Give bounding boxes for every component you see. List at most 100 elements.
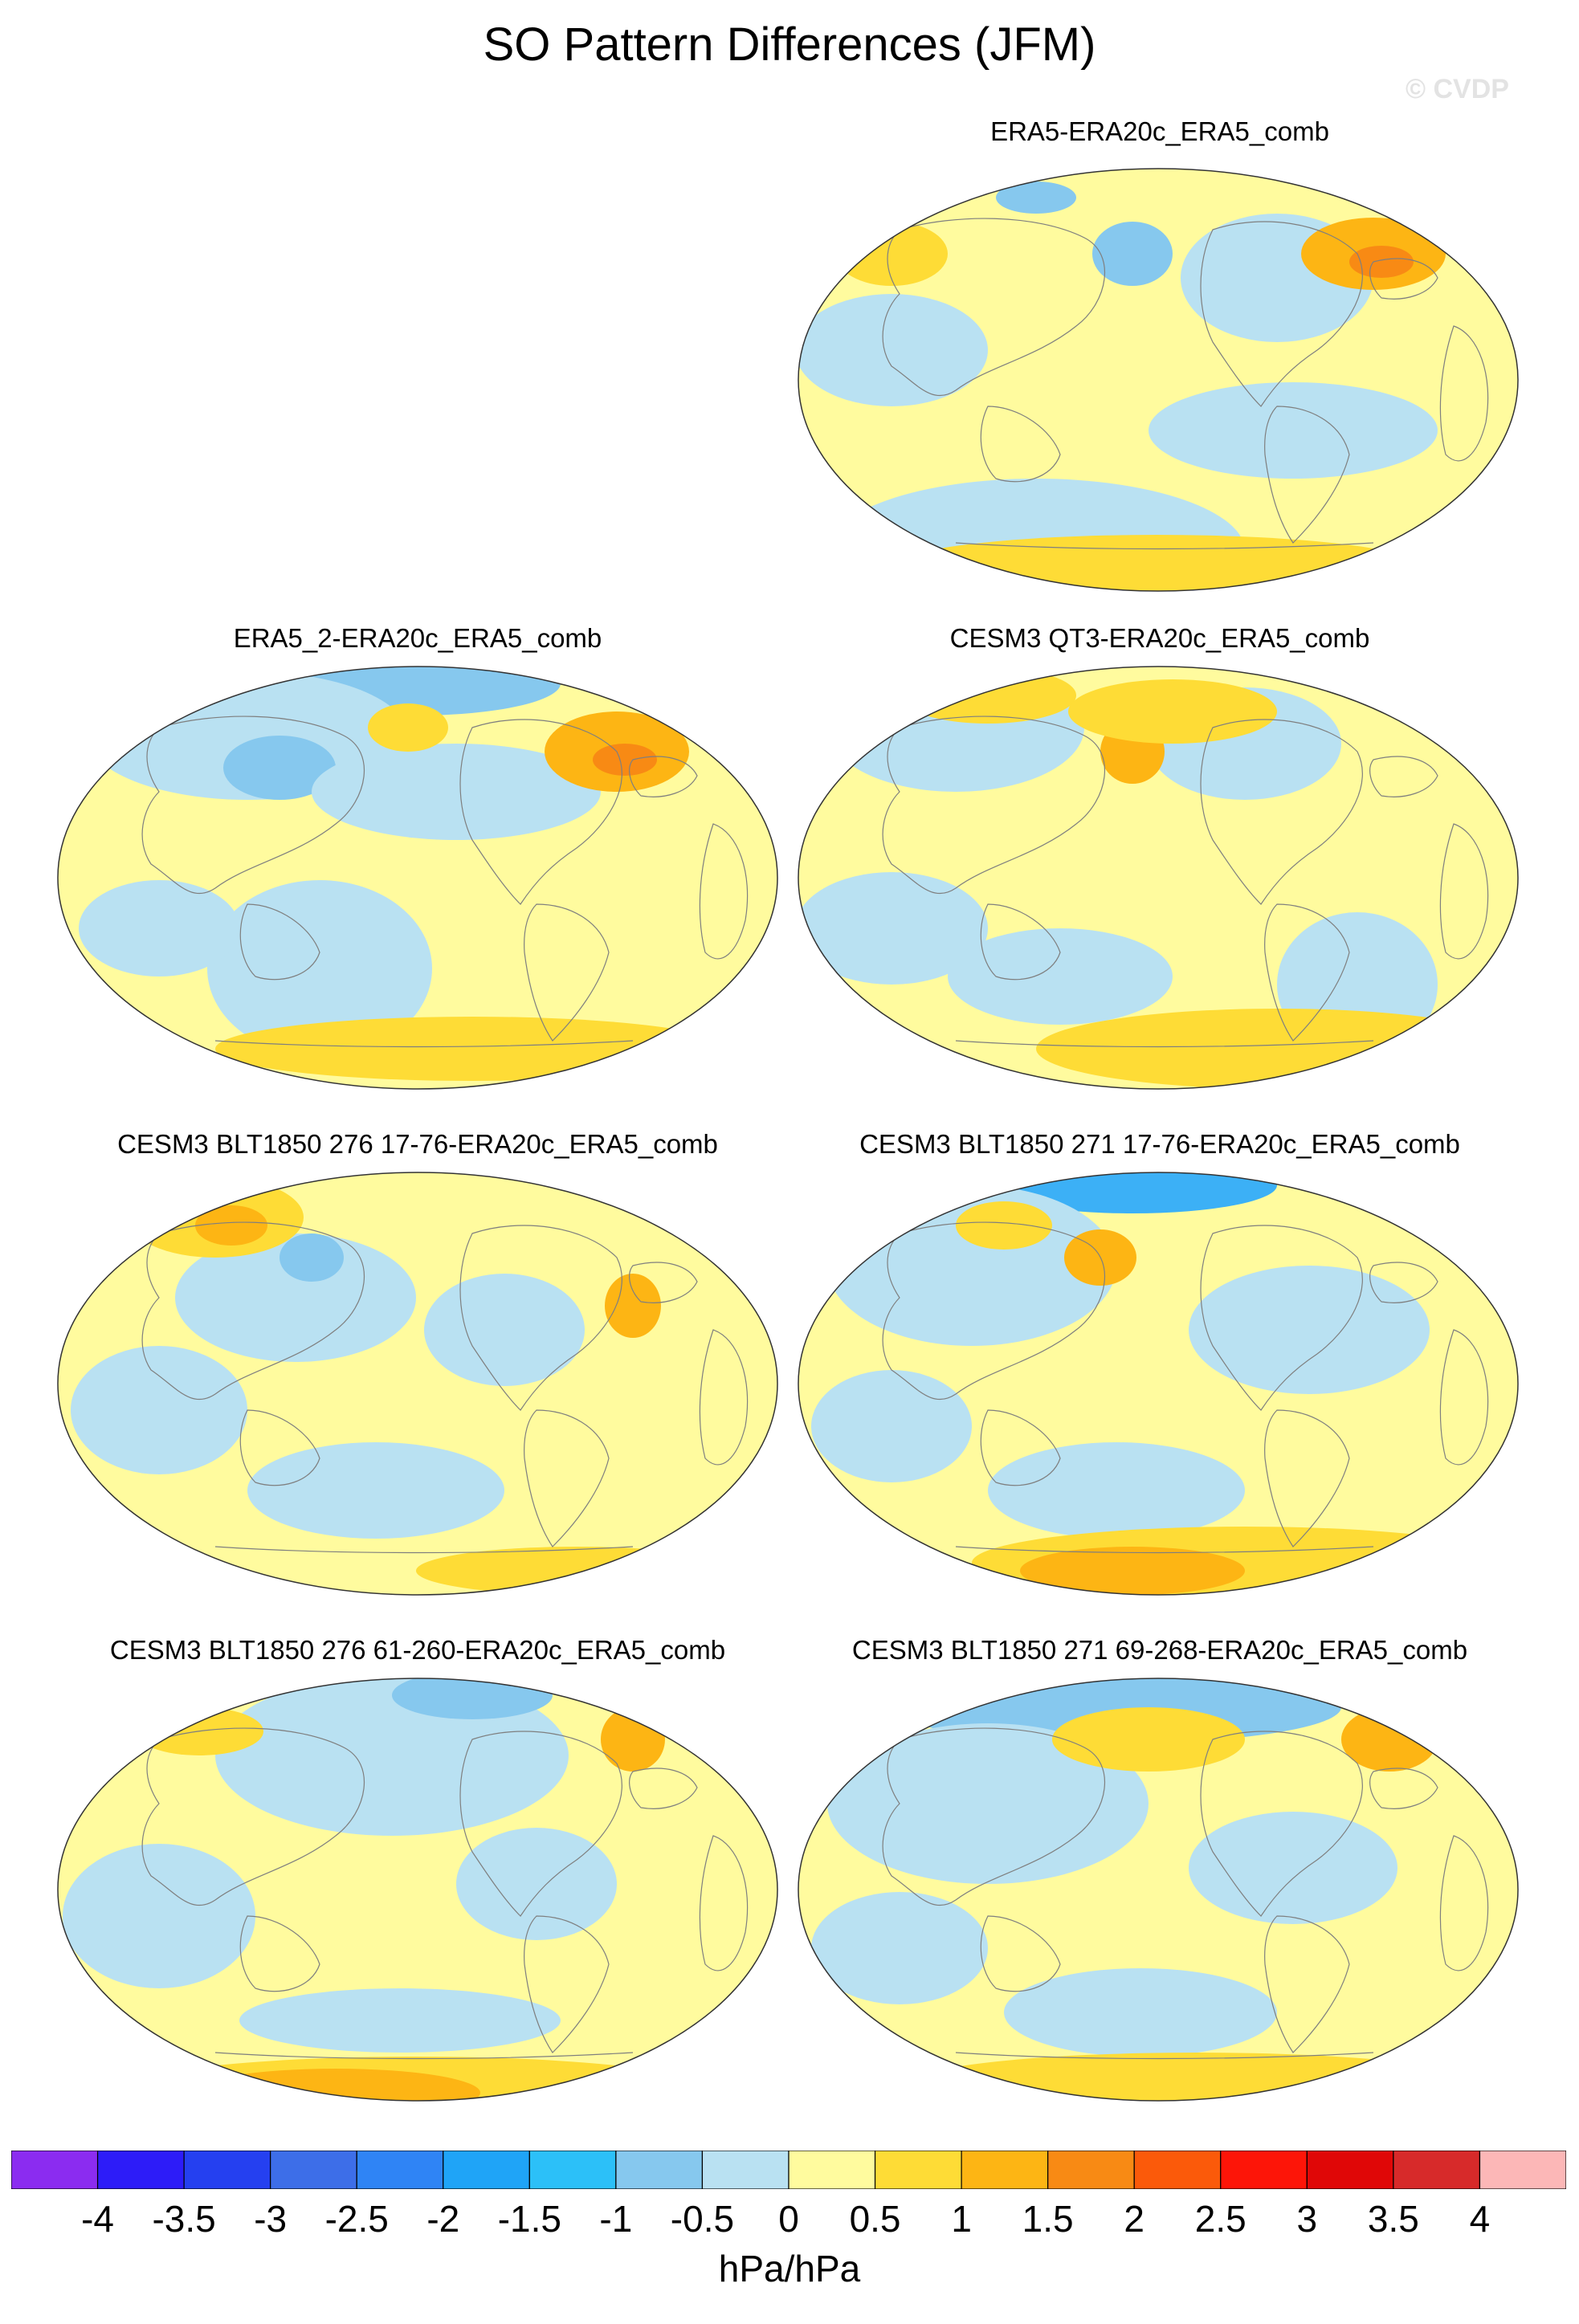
colorbar-tick-label: -0.5 bbox=[670, 2198, 735, 2240]
contour-region bbox=[1092, 222, 1173, 286]
coastline bbox=[1439, 1835, 1489, 1971]
coastline bbox=[1264, 1915, 1350, 2053]
contour-region bbox=[1068, 679, 1277, 744]
contour-region bbox=[416, 1547, 737, 1595]
coastline bbox=[955, 542, 1374, 550]
coastline bbox=[1369, 1767, 1438, 1809]
contour-region bbox=[811, 1370, 972, 1482]
colorbar-cell bbox=[96, 2151, 185, 2189]
panel-title-4: CESM3 BLT1850 276 17-76-ERA20c_ERA5_comb bbox=[117, 1129, 718, 1159]
map-boundary bbox=[798, 666, 1519, 1090]
colorbar-tick-label: 2.5 bbox=[1194, 2198, 1246, 2240]
coastline bbox=[524, 903, 610, 1042]
contour-region bbox=[798, 872, 988, 985]
coastline bbox=[629, 1767, 698, 1809]
colorbar-tick-label: -1.5 bbox=[497, 2198, 561, 2240]
colorbar-tick-label: -2 bbox=[426, 2198, 460, 2240]
panel-title-1: ERA5-ERA20c_ERA5_comb bbox=[990, 116, 1329, 146]
contour-region bbox=[827, 1723, 1149, 1884]
coastline bbox=[882, 218, 1105, 397]
coastline bbox=[955, 1040, 1374, 1048]
colorbar-cell bbox=[443, 2151, 530, 2189]
coastline bbox=[980, 903, 1061, 981]
coastline bbox=[1264, 1409, 1350, 1547]
coastline bbox=[239, 903, 320, 981]
coastline bbox=[239, 1409, 320, 1486]
contour-region bbox=[956, 1201, 1052, 1250]
contour-region bbox=[988, 1172, 1277, 1213]
colorbar-cell bbox=[11, 2151, 99, 2189]
coastline bbox=[699, 823, 749, 960]
map-panel-3 bbox=[798, 666, 1519, 1090]
coastline bbox=[1200, 1731, 1363, 1917]
map-panel-7 bbox=[798, 1678, 1519, 2102]
coastline bbox=[1369, 756, 1438, 797]
contour-region bbox=[1020, 1547, 1245, 1595]
contour-region bbox=[605, 1274, 661, 1338]
coastline bbox=[239, 1915, 320, 1992]
colorbar-cell bbox=[1306, 2151, 1394, 2189]
colorbar-tick-label: -2.5 bbox=[324, 2198, 389, 2240]
contour-region bbox=[988, 1442, 1245, 1539]
colorbar-tick-label: -4 bbox=[81, 2198, 114, 2240]
coastline bbox=[1439, 325, 1489, 462]
colorbar-tick-label: -3 bbox=[254, 2198, 288, 2240]
coastline bbox=[214, 1546, 634, 1554]
coastline bbox=[980, 1915, 1061, 1992]
colorbar-cell bbox=[270, 2151, 357, 2189]
contour-region bbox=[1052, 1707, 1245, 1772]
coastline bbox=[459, 1225, 622, 1411]
colorbar-cell bbox=[961, 2151, 1049, 2189]
contour-region bbox=[1349, 246, 1414, 278]
contour-region bbox=[279, 1233, 344, 1282]
map-boundary bbox=[57, 1678, 778, 2102]
panel-title-6: CESM3 BLT1850 276 61-260-ERA20c_ERA5_com… bbox=[109, 1635, 726, 1665]
coastline bbox=[980, 1409, 1061, 1486]
colorbar-tick-label: 0 bbox=[778, 2198, 799, 2240]
colorbar-cell bbox=[701, 2151, 790, 2189]
coastline bbox=[699, 1329, 749, 1466]
map-panel-4 bbox=[57, 1172, 778, 1596]
contour-region bbox=[424, 1274, 585, 1386]
coastline bbox=[1369, 258, 1438, 300]
map-panel-1 bbox=[798, 168, 1519, 592]
colorbar-units: hPa/hPa bbox=[718, 2248, 861, 2289]
colorbar-cell bbox=[356, 2151, 444, 2189]
colorbar-tick-label: -3.5 bbox=[152, 2198, 216, 2240]
map-boundary bbox=[798, 1678, 1519, 2102]
contour-region bbox=[798, 294, 988, 406]
colorbar-tick-label: 4 bbox=[1469, 2198, 1491, 2240]
colorbar-cell bbox=[528, 2151, 617, 2189]
contour-region bbox=[63, 1844, 255, 1988]
coastline bbox=[882, 716, 1105, 895]
coastline bbox=[882, 1221, 1105, 1401]
contour-region bbox=[996, 181, 1076, 214]
coastline bbox=[141, 716, 365, 895]
colorbar-tick-label: 3.5 bbox=[1367, 2198, 1419, 2240]
contour-region bbox=[239, 1988, 561, 2053]
coastline bbox=[459, 1731, 622, 1917]
contour-region bbox=[79, 880, 239, 976]
map-boundary bbox=[798, 1172, 1519, 1596]
coastline bbox=[214, 1040, 634, 1048]
colorbar-tick-label: 3 bbox=[1296, 2198, 1318, 2240]
colorbar-cell bbox=[1220, 2151, 1308, 2189]
coastline bbox=[1200, 1225, 1363, 1411]
contour-region bbox=[215, 1017, 729, 1081]
contour-region bbox=[811, 1892, 988, 2004]
colorbar-tick-label: -1 bbox=[599, 2198, 633, 2240]
coastline bbox=[1200, 221, 1363, 407]
colorbar-tick-label: 2 bbox=[1124, 2198, 1145, 2240]
map-boundary bbox=[57, 666, 778, 1090]
panel-title-3: CESM3 QT3-ERA20c_ERA5_comb bbox=[949, 623, 1370, 653]
colorbar-cell bbox=[1393, 2151, 1481, 2189]
contour-region bbox=[1189, 1266, 1430, 1394]
colorbar-cell bbox=[874, 2151, 962, 2189]
contour-region bbox=[1189, 1812, 1397, 1924]
coastline bbox=[1369, 1262, 1438, 1303]
coastline bbox=[629, 1262, 698, 1303]
colorbar-tick-label: 0.5 bbox=[849, 2198, 901, 2240]
map-panel-5 bbox=[798, 1172, 1519, 1596]
panel-title-7: CESM3 BLT1850 271 69-268-ERA20c_ERA5_com… bbox=[851, 1635, 1468, 1665]
colorbar-tick-label: 1.5 bbox=[1022, 2198, 1074, 2240]
